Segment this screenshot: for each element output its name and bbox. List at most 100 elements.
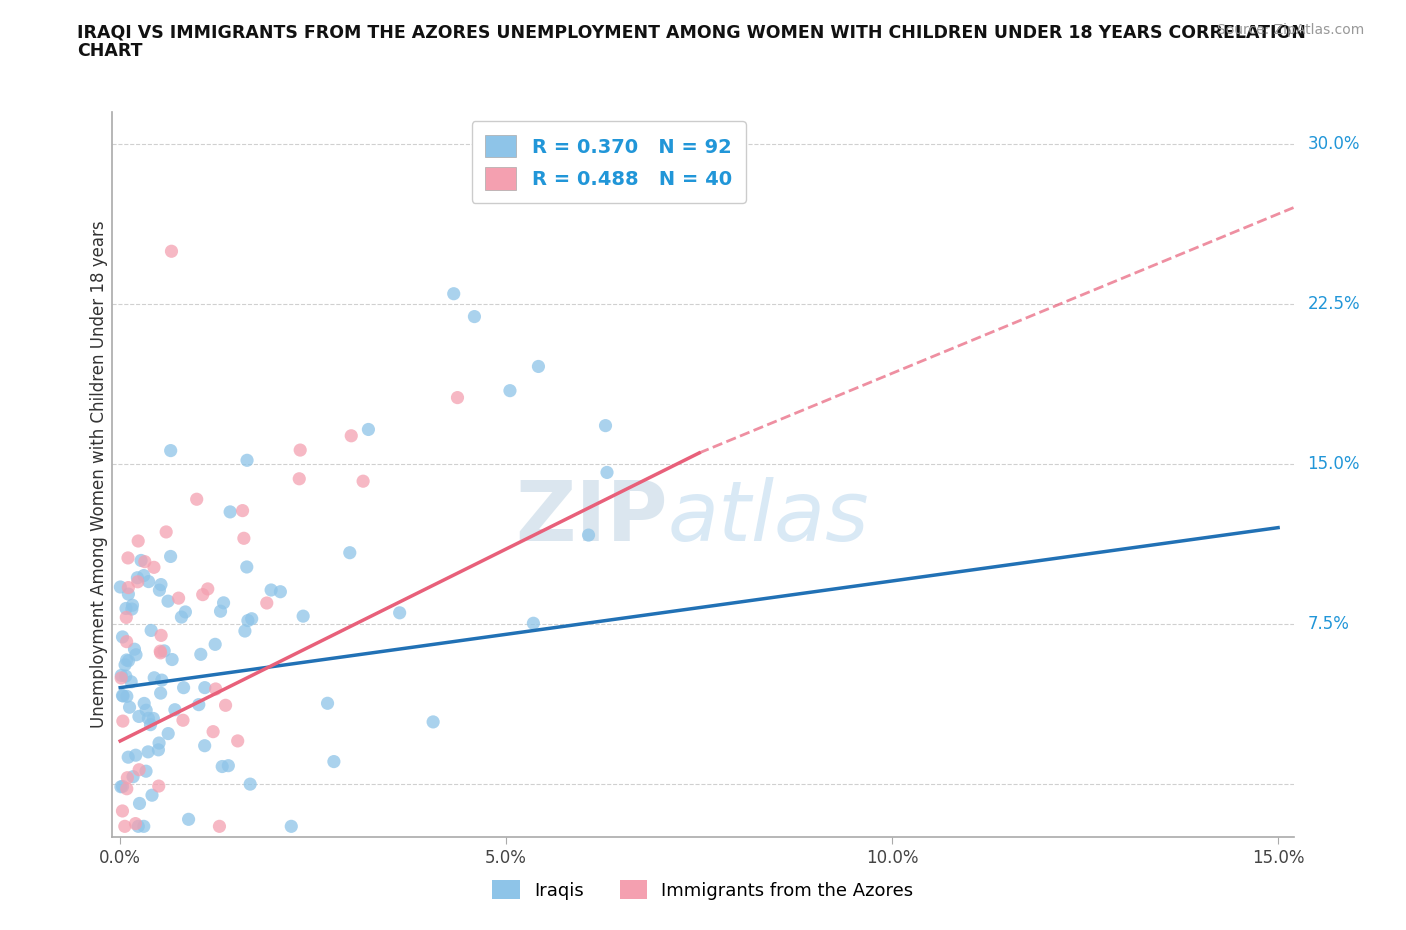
Point [260,582,283,597]
Point [148,583,170,598]
Point [117,770,139,785]
Point [239,777,262,791]
Point [117,580,139,595]
Point [134,696,156,711]
Point [214,698,236,712]
Point [280,819,302,834]
Point [159,444,181,458]
Text: IRAQI VS IMMIGRANTS FROM THE AZORES UNEMPLOYMENT AMONG WOMEN WITH CHILDREN UNDER: IRAQI VS IMMIGRANTS FROM THE AZORES UNEM… [77,23,1306,41]
Point [219,504,242,519]
Text: Source: ZipAtlas.com: Source: ZipAtlas.com [1216,23,1364,37]
Point [142,711,165,726]
Point [422,714,444,729]
Point [204,682,226,697]
Point [124,817,146,831]
Point [127,819,149,834]
Point [232,531,254,546]
Point [117,551,139,565]
Point [148,778,170,793]
Point [148,742,170,757]
Point [112,688,135,703]
Point [596,465,619,480]
Text: 15.0%: 15.0% [1308,455,1360,472]
Y-axis label: Unemployment Among Women with Children Under 18 years: Unemployment Among Women with Children U… [90,220,108,728]
Point [155,525,177,539]
Point [115,653,138,668]
Point [128,796,150,811]
Point [139,717,162,732]
Point [202,724,225,739]
Point [208,819,231,834]
Point [141,623,163,638]
Text: ZIP: ZIP [515,477,668,558]
Point [114,819,136,834]
Point [110,671,132,685]
Point [115,610,138,625]
Text: 30.0%: 30.0% [1308,135,1360,153]
Point [127,575,149,590]
Point [150,672,173,687]
Point [340,429,363,444]
Point [138,574,160,589]
Point [128,763,150,777]
Point [443,286,465,301]
Point [136,744,159,759]
Point [120,674,142,689]
Point [115,601,138,616]
Text: 22.5%: 22.5% [1308,295,1360,312]
Point [111,804,134,818]
Point [128,709,150,724]
Legend: Iraqis, Immigrants from the Azores: Iraqis, Immigrants from the Azores [485,873,921,907]
Text: 7.5%: 7.5% [1308,615,1350,632]
Point [110,779,132,794]
Point [236,613,259,628]
Point [110,668,132,683]
Point [463,309,485,324]
Point [173,680,195,695]
Point [204,637,226,652]
Point [197,581,219,596]
Point [172,712,194,727]
Point [160,652,183,667]
Point [157,726,180,741]
Point [269,584,291,599]
Point [149,578,172,592]
Point [115,634,138,649]
Point [527,359,550,374]
Text: atlas: atlas [668,477,869,558]
Point [233,624,256,639]
Point [142,560,165,575]
Point [322,754,344,769]
Point [118,699,141,714]
Point [388,605,411,620]
Point [143,671,166,685]
Point [125,748,148,763]
Point [170,610,193,625]
Point [499,383,522,398]
Point [190,647,212,662]
Point [186,492,208,507]
Point [150,628,173,643]
Point [212,595,235,610]
Legend: R = 0.370   N = 92, R = 0.488   N = 40: R = 0.370 N = 92, R = 0.488 N = 40 [471,121,745,203]
Point [121,598,143,613]
Point [135,764,157,778]
Point [292,609,315,624]
Point [141,788,163,803]
Point [194,738,217,753]
Point [159,549,181,564]
Point [174,604,197,619]
Point [114,669,136,684]
Point [522,616,544,631]
Point [194,680,217,695]
Text: CHART: CHART [77,42,143,60]
Point [240,611,263,626]
Point [127,570,149,585]
Point [127,534,149,549]
Point [595,418,617,433]
Point [117,653,139,668]
Point [134,554,156,569]
Point [115,781,138,796]
Point [125,647,148,662]
Point [153,644,176,658]
